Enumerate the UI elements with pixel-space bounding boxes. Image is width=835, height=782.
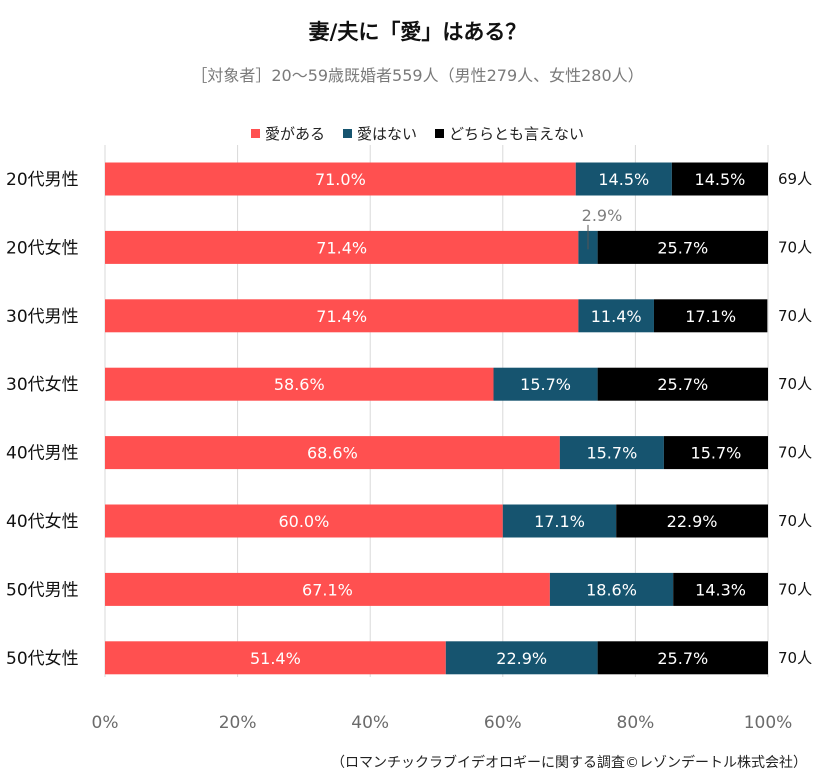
bar-segment-unsure [597,230,768,264]
data-label: 14.5% [598,170,649,189]
category-label: 30代女性 [6,375,79,395]
bar-segment-unsure [671,162,768,196]
legend-swatch-unsure [435,129,444,138]
x-tick-label: 40% [351,713,389,733]
data-label: 25.7% [657,649,708,668]
legend-label-unsure: どちらとも言えない [449,125,585,143]
data-label: 68.6% [307,444,358,463]
sample-size-label: 70人 [778,649,812,667]
data-label: 17.1% [534,512,585,531]
source-note: （ロマンチックラブイデオロギーに関する調査©レゾンデートル株式会社） [331,755,807,771]
data-label: 18.6% [586,580,637,599]
data-label: 22.9% [496,649,547,668]
bar-segment-unsure [673,572,768,606]
bar-segment-love [105,367,494,401]
legend-item-no-love: 愛はない [342,123,417,144]
chart-subtitle: ［対象者］20～59歳既婚者559人（男性279人、女性280人） [191,66,644,85]
bar-segment-love [105,299,579,333]
bar-segment-unsure [597,641,768,675]
data-label: 14.5% [695,170,746,189]
bar-segment-unsure [653,299,768,333]
category-label: 50代女性 [6,649,79,669]
data-label: 71.4% [316,307,367,326]
data-label: 71.4% [316,238,367,257]
bar-segment-no-love [493,367,598,401]
data-label: 2.9% [582,206,623,225]
category-label: 40代男性 [6,444,79,464]
data-label: 22.9% [667,512,718,531]
data-label: 25.7% [657,375,708,394]
data-label: 17.1% [685,307,736,326]
data-label: 15.7% [691,444,742,463]
bar-segment-unsure [616,504,768,538]
bar-segment-unsure [597,367,768,401]
bar-segment-no-love [578,299,654,333]
x-tick-label: 20% [219,713,257,733]
chart-title: 妻/夫に「愛」はある？ [308,20,527,44]
chart-legend: 愛がある 愛はない どちらとも言えない [0,123,835,144]
bar-segment-no-love [502,504,617,538]
data-label: 14.3% [695,580,746,599]
data-label: 11.4% [591,307,642,326]
data-label: 71.0% [315,170,366,189]
sample-size-label: 70人 [778,375,812,393]
data-label: 60.0% [278,512,329,531]
category-label: 20代女性 [6,238,79,258]
legend-swatch-no-love [342,129,352,138]
sample-size-label: 70人 [778,238,812,256]
category-label: 40代女性 [6,512,79,532]
x-tick-label: 0% [92,713,119,733]
data-label: 15.7% [586,444,637,463]
data-label: 67.1% [302,580,353,599]
data-label: 15.7% [520,375,571,394]
legend-item-unsure: どちらとも言えない [435,123,584,144]
bar-segment-love [105,230,579,264]
sample-size-label: 69人 [778,170,812,188]
category-label: 50代男性 [6,580,79,600]
legend-label-love: 愛がある [264,125,325,143]
legend-swatch-love [250,129,260,138]
bar-segment-love [105,572,550,606]
data-label: 51.4% [250,649,301,668]
bar-segment-no-love [559,436,664,470]
data-label: 58.6% [274,375,325,394]
data-label: 25.7% [657,238,708,257]
sample-size-label: 70人 [778,580,812,598]
bar-segment-no-love [575,162,672,196]
sample-size-label: 70人 [778,512,812,530]
x-tick-label: 100% [744,713,793,733]
x-tick-label: 60% [484,713,522,733]
bar-segment-love [105,162,576,196]
x-tick-label: 80% [617,713,655,733]
sample-size-label: 70人 [778,444,812,462]
legend-item-love: 愛がある [250,123,325,144]
legend-label-no-love: 愛はない [356,125,417,143]
category-label: 20代男性 [6,170,79,190]
sample-size-label: 70人 [778,307,812,325]
bar-segment-love [105,504,503,538]
bar-segment-no-love [445,641,598,675]
bar-segment-love [105,641,446,675]
category-label: 30代男性 [6,307,79,327]
bar-segment-unsure [663,436,768,470]
bar-segment-love [105,436,560,470]
bar-segment-no-love [549,572,674,606]
